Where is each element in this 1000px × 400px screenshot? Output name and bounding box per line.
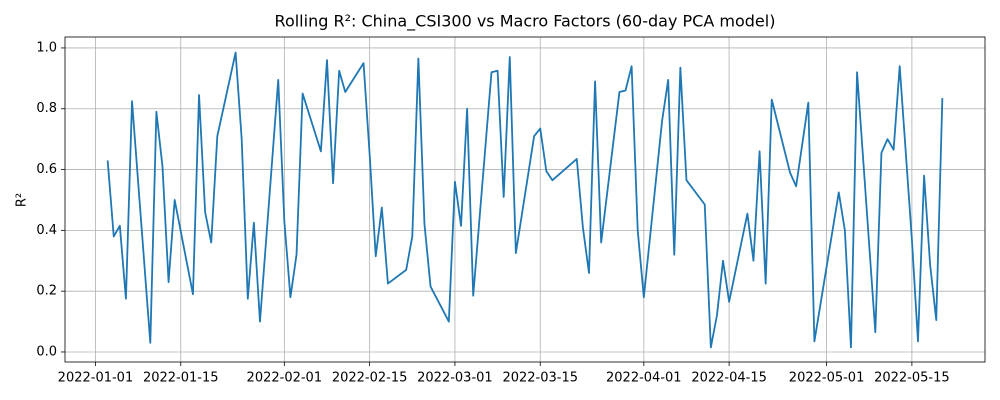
plot-frame (64, 36, 986, 363)
y-tick-label: 0.6 (36, 162, 57, 177)
y-tick-label: 1.0 (36, 40, 57, 55)
x-tick-label: 2022-05-01 (789, 371, 865, 386)
x-tick-label: 2022-03-15 (502, 371, 578, 386)
chart-title: Rolling R²: China_CSI300 vs Macro Factor… (275, 12, 776, 32)
y-tick-label: 0.2 (36, 284, 57, 299)
x-tick-label: 2022-05-15 (874, 371, 950, 386)
y-tick-label: 0.8 (36, 101, 57, 116)
x-tick-label: 2022-02-01 (247, 371, 323, 386)
x-tick-label: 2022-04-15 (691, 371, 767, 386)
x-tick-label: 2022-03-01 (417, 371, 493, 386)
y-tick-label: 0.0 (36, 344, 57, 359)
data-line (106, 51, 944, 349)
x-tick-label: 2022-01-15 (143, 371, 219, 386)
x-tick-label: 2022-01-01 (58, 371, 134, 386)
y-tick-label: 0.4 (36, 223, 57, 238)
x-tick-label: 2022-02-15 (332, 371, 408, 386)
x-tick-label: 2022-04-01 (606, 371, 682, 386)
y-axis-label: R² (15, 193, 30, 207)
